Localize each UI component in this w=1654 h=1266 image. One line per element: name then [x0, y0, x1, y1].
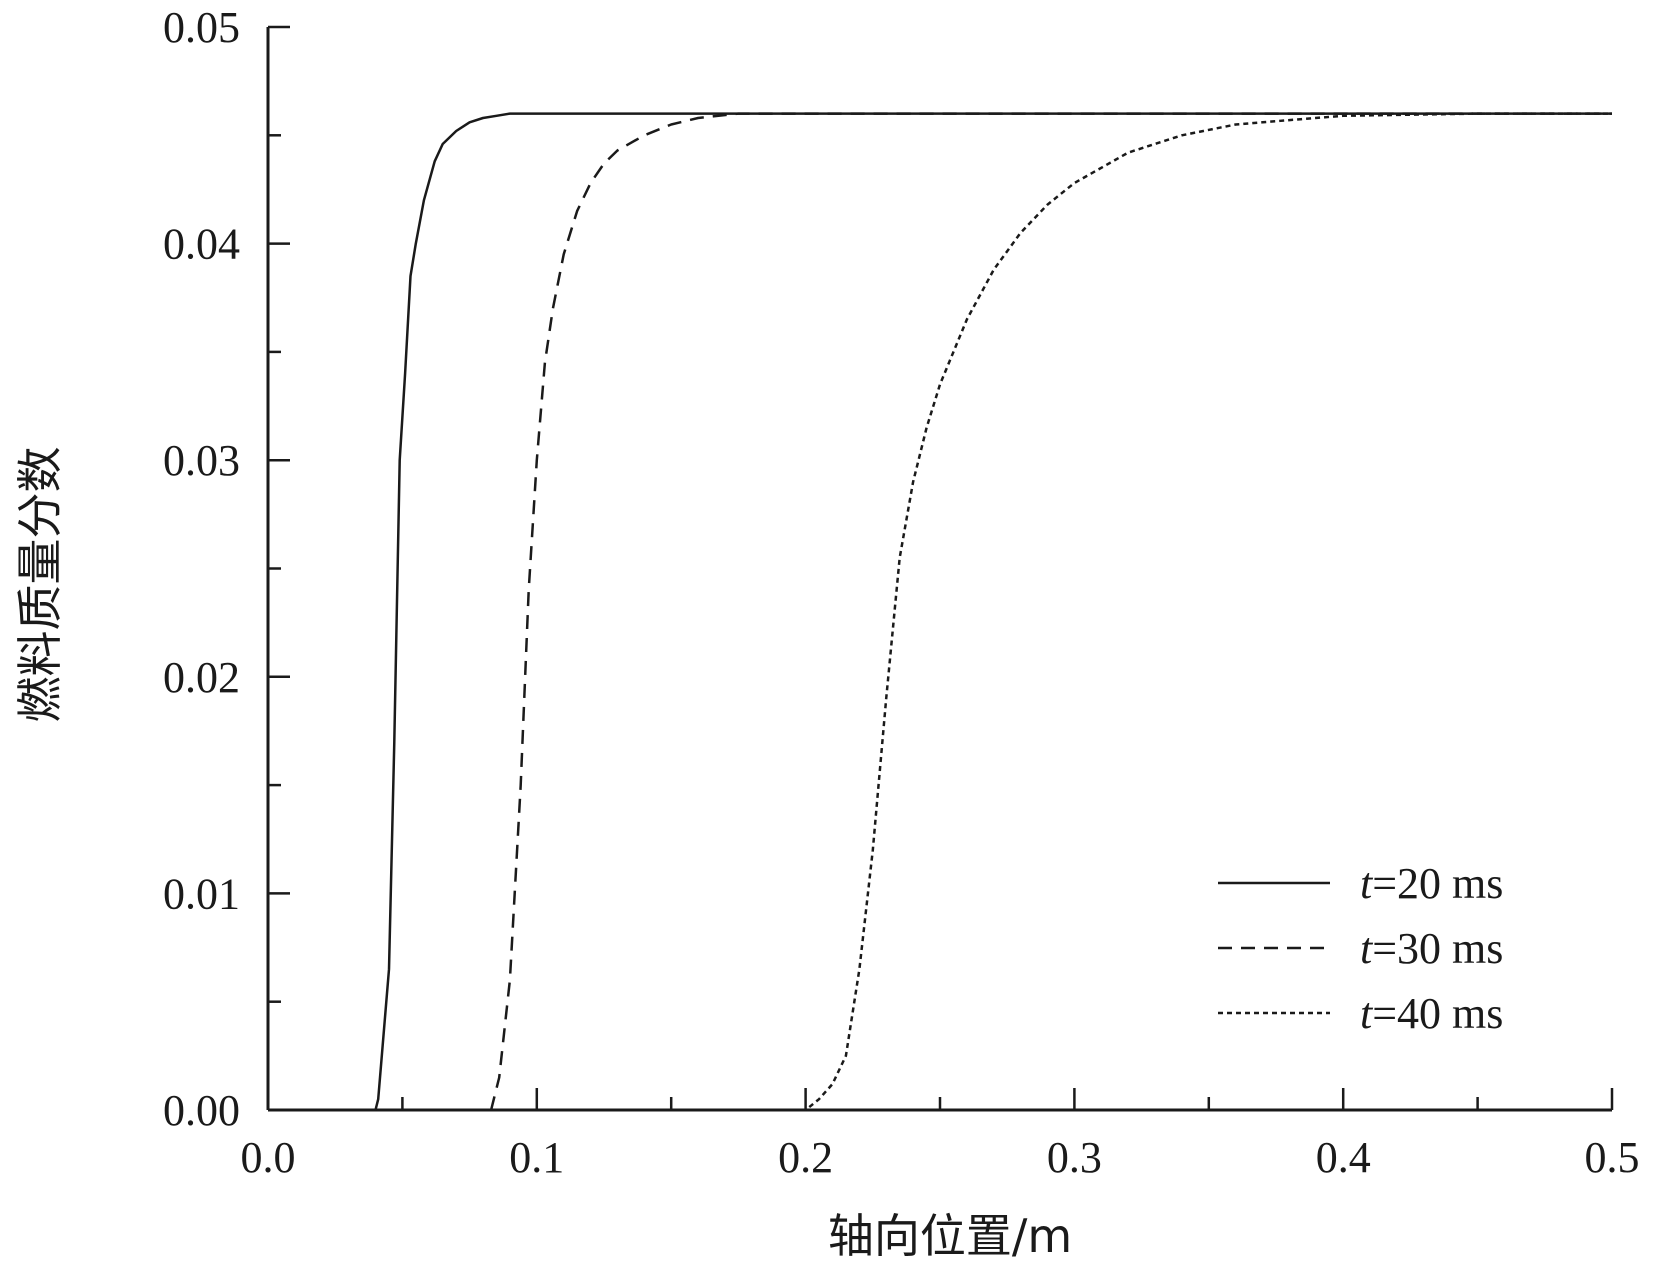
y-tick-label: 0.00 [163, 1086, 240, 1135]
ticks: 0.0 0.1 0.2 0.3 0.4 0.5 0.00 0.01 0.02 0.03 0.04 0.… [163, 3, 1640, 1182]
y-tick-label: 0.03 [163, 436, 240, 485]
y-tick-label: 0.02 [163, 653, 240, 702]
x-tick-label: 0.0 [241, 1133, 296, 1182]
legend: t=20 ms t=30 ms t=40 ms [1218, 859, 1503, 1038]
x-tick-label: 0.3 [1047, 1133, 1102, 1182]
y-axis-title: 燃料质量分数 [13, 447, 67, 723]
legend-label-1: t=20 ms [1360, 859, 1503, 908]
x-tick-label: 0.4 [1316, 1133, 1371, 1182]
series-line-1 [268, 112, 1612, 1112]
series-lines [268, 112, 1612, 1112]
x-tick-label: 0.2 [778, 1133, 833, 1182]
x-tick-label: 0.5 [1585, 1133, 1640, 1182]
x-tick-label: 0.1 [509, 1133, 564, 1182]
series-line-3 [765, 112, 1612, 1112]
x-axis-title: 轴向位置/m [828, 1209, 1072, 1263]
y-tick-label: 0.04 [163, 220, 240, 269]
series-line-2 [489, 112, 1612, 1111]
legend-label-3: t=40 ms [1360, 989, 1503, 1038]
y-tick-label: 0.01 [163, 869, 240, 918]
legend-label-2: t=30 ms [1360, 924, 1503, 973]
y-tick-label: 0.05 [163, 3, 240, 52]
